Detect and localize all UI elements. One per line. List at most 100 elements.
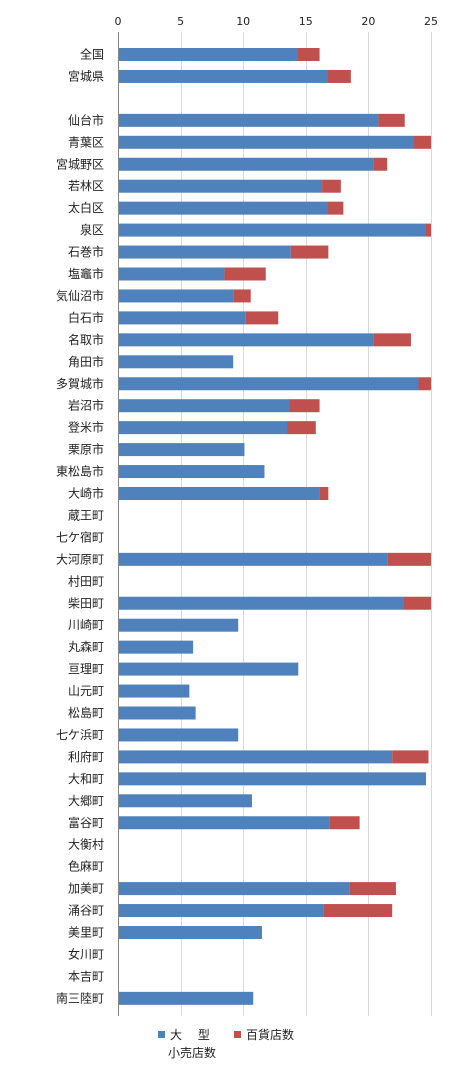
- bar-department-store: [323, 904, 393, 918]
- category-label: 大和町: [68, 772, 104, 786]
- bar-large-retail: [118, 991, 254, 1005]
- category-label: 利府町: [68, 749, 104, 764]
- category-label: 大崎市: [68, 486, 104, 501]
- bar-large-retail: [118, 596, 404, 610]
- bar-department-store: [403, 596, 431, 610]
- bar-large-retail: [118, 223, 426, 237]
- bar-large-retail: [118, 750, 393, 764]
- category-label: 富谷町: [68, 815, 104, 830]
- category-label: 山元町: [68, 684, 104, 698]
- category-label: 南三陸町: [56, 990, 104, 1005]
- bar-large-retail: [118, 728, 239, 742]
- category-label: 宮城野区: [56, 156, 104, 171]
- bar-large-retail: [118, 772, 426, 786]
- category-label: 気仙沼市: [56, 288, 104, 303]
- bar-large-retail: [118, 157, 374, 171]
- bar-large-retail: [118, 684, 190, 698]
- bar-department-store: [425, 223, 431, 237]
- category-label: 塩竈市: [68, 266, 104, 281]
- x-tick-label: 20: [361, 15, 375, 28]
- bar-department-store: [373, 157, 388, 171]
- bar-large-retail: [118, 706, 196, 720]
- legend-label-large-retail-line2: 小売店数: [168, 1046, 217, 1060]
- x-axis-ticks: 0 5 10 15 20 25: [115, 15, 439, 28]
- bar-department-store: [373, 333, 411, 347]
- bar-department-store: [233, 289, 251, 303]
- bar-large-retail: [118, 618, 239, 632]
- bar-department-store: [378, 113, 405, 127]
- x-tick-label: 25: [424, 15, 438, 28]
- bar-department-store: [327, 201, 344, 215]
- bar-large-retail: [118, 552, 388, 566]
- category-label: 白石市: [68, 310, 104, 325]
- bar-large-retail: [118, 267, 225, 281]
- grid-lines: [181, 32, 432, 1016]
- category-label: 色麻町: [68, 859, 104, 874]
- legend-item-large-retail: 大 型: [158, 1026, 210, 1043]
- bar-large-retail: [118, 926, 262, 939]
- category-label: 泉区: [80, 223, 104, 237]
- category-label: 柴田町: [68, 596, 104, 610]
- bar-large-retail: [118, 794, 252, 808]
- bar-department-store: [387, 552, 431, 566]
- bar-department-store: [290, 245, 329, 259]
- bar-large-retail: [118, 904, 324, 918]
- category-label: 全国: [80, 47, 104, 62]
- category-label: 多賀城市: [56, 376, 104, 391]
- category-label: 本吉町: [68, 969, 104, 983]
- bar-large-retail: [118, 399, 290, 413]
- bar-department-store: [329, 816, 360, 830]
- category-label: 七ケ宿町: [56, 529, 104, 544]
- bar-large-retail: [118, 48, 298, 61]
- category-label: 東松島市: [56, 464, 104, 479]
- category-label: 石巻市: [68, 244, 104, 259]
- bar-large-retail: [118, 311, 246, 325]
- bar-large-retail: [118, 465, 265, 479]
- category-label: 亘理町: [68, 662, 104, 676]
- bar-large-retail: [118, 333, 374, 347]
- category-label: 栗原市: [68, 442, 104, 457]
- category-label: 若林区: [68, 179, 104, 193]
- category-label: 大郷町: [68, 794, 104, 808]
- bar-large-retail: [118, 135, 414, 149]
- category-label: 松島町: [68, 705, 104, 720]
- legend-label-department-store: 百貨店数: [246, 1028, 295, 1042]
- legend-swatch-large-retail: [158, 1031, 165, 1038]
- bar-large-retail: [118, 662, 299, 676]
- bar-department-store: [245, 311, 279, 325]
- category-label: 涌谷町: [68, 904, 104, 918]
- category-label: 七ケ浜町: [56, 728, 104, 742]
- bar-large-retail: [118, 443, 245, 457]
- bar-department-store: [287, 421, 316, 435]
- category-labels: 全国宮城県仙台市青葉区宮城野区若林区太白区泉区石巻市塩竈市気仙沼市白石市名取市角…: [56, 47, 104, 1006]
- bar-large-retail: [118, 487, 320, 500]
- category-label: 仙台市: [68, 112, 104, 127]
- bar-large-retail: [118, 113, 379, 127]
- category-label: 加美町: [68, 882, 104, 896]
- category-label: 川崎町: [68, 618, 104, 632]
- bars: [118, 48, 431, 1005]
- category-label: 女川町: [68, 946, 104, 961]
- bar-large-retail: [118, 882, 350, 896]
- category-label: 宮城県: [68, 68, 104, 83]
- legend-label-large-retail: 大 型: [170, 1028, 210, 1042]
- category-label: 角田市: [68, 354, 104, 369]
- bar-department-store: [349, 882, 396, 896]
- bar-department-store: [418, 377, 431, 391]
- category-label: 青葉区: [68, 135, 104, 149]
- bar-large-retail: [118, 69, 328, 83]
- category-label: 名取市: [68, 332, 104, 347]
- x-tick-label: 10: [236, 15, 250, 28]
- bar-department-store: [319, 487, 329, 500]
- bar-large-retail: [118, 245, 291, 259]
- x-tick-label: 15: [299, 15, 313, 28]
- x-tick-label: 0: [115, 15, 122, 28]
- category-label: 美里町: [68, 926, 104, 940]
- bar-department-store: [322, 179, 341, 193]
- bar-department-store: [297, 48, 320, 61]
- bar-large-retail: [118, 640, 194, 654]
- legend-swatch-department-store: [234, 1031, 241, 1038]
- x-tick-label: 5: [177, 15, 184, 28]
- bar-large-retail: [118, 289, 234, 303]
